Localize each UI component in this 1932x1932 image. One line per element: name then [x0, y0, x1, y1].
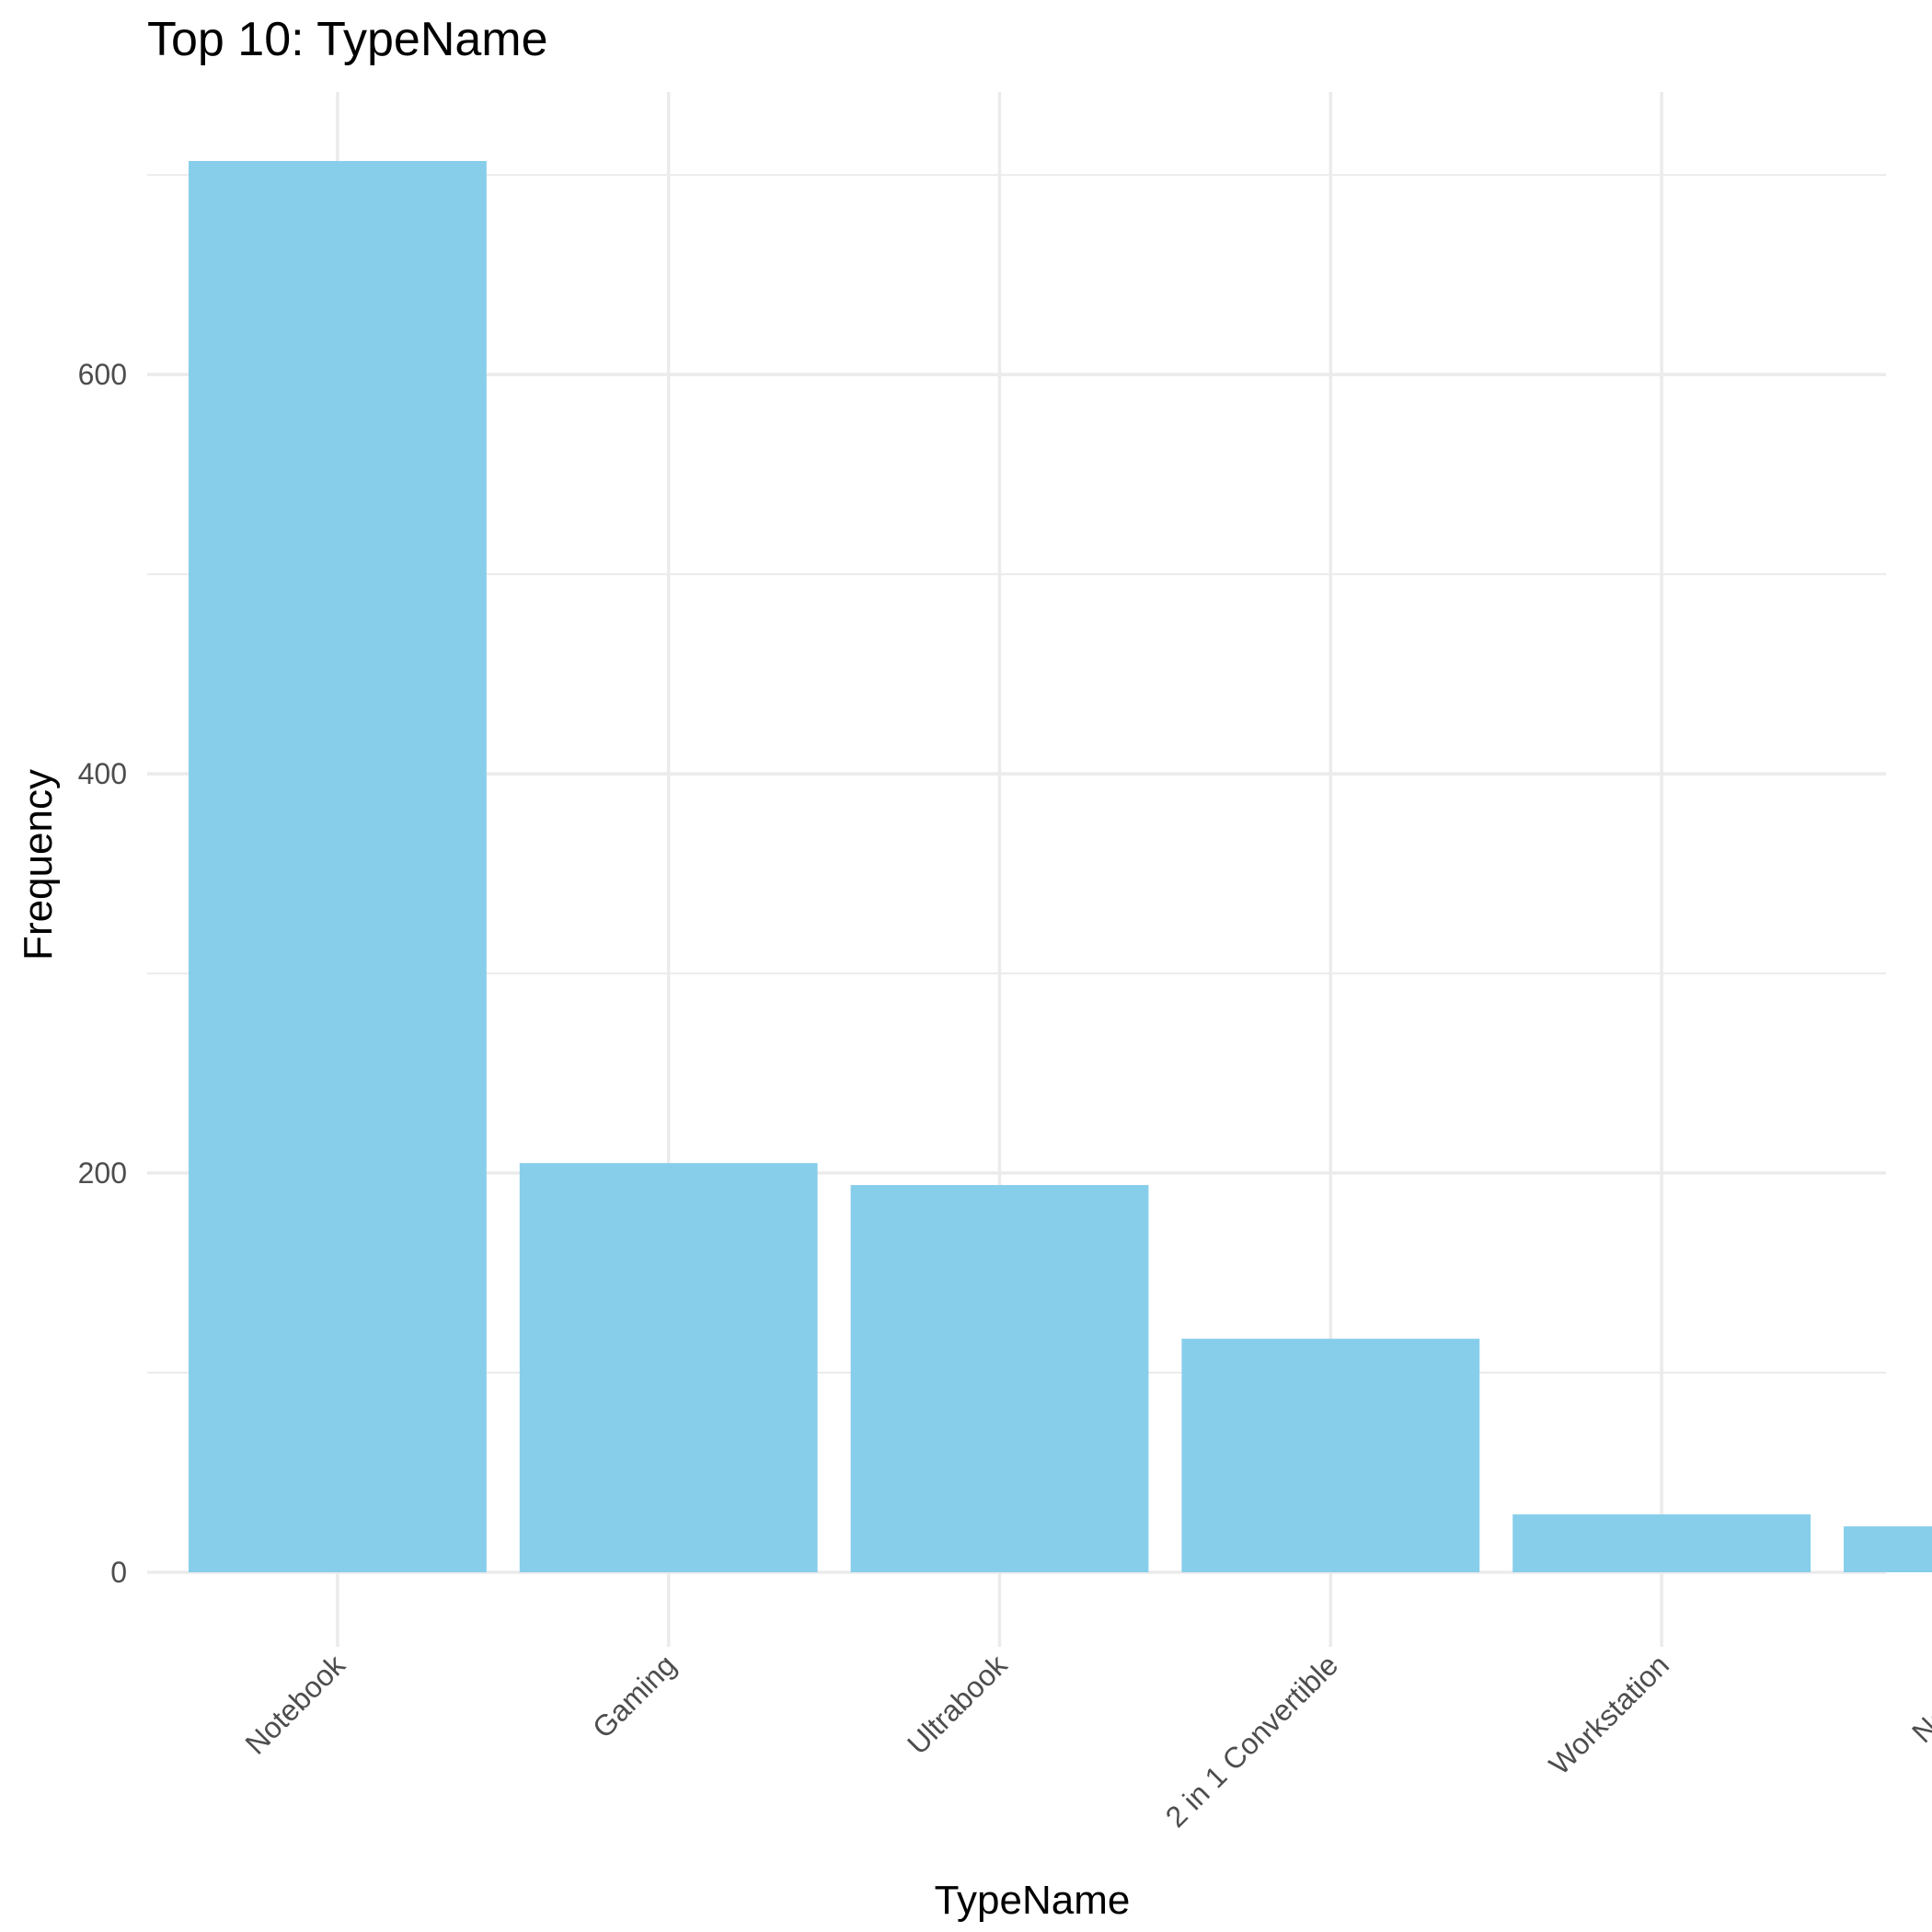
bar — [1844, 1526, 1932, 1572]
bar — [850, 1185, 1149, 1572]
y-tick-label: 200 — [78, 1156, 127, 1190]
bars — [189, 161, 1932, 1572]
y-axis-ticks: 0 200 400 600 — [78, 358, 127, 1589]
x-tick-label: Gaming — [586, 1648, 683, 1744]
bar — [519, 1163, 818, 1572]
y-tick-label: 600 — [78, 358, 127, 391]
x-axis-title: TypeName — [935, 1878, 1131, 1923]
x-axis-ticks: Notebook Gaming Ultrabook 2 in 1 Convertibl… — [239, 1648, 1932, 1834]
x-tick-label: Notebook — [239, 1648, 352, 1761]
y-axis-title: Frequency — [16, 769, 61, 960]
y-tick-label: 400 — [78, 757, 127, 790]
x-tick-label: Netbook — [1905, 1648, 1932, 1749]
bar — [1512, 1514, 1811, 1572]
chart-title: Top 10: TypeName — [147, 13, 548, 66]
x-tick-label: Ultrabook — [901, 1648, 1014, 1761]
x-tick-label: 2 in 1 Convertible — [1159, 1648, 1345, 1834]
bar — [189, 161, 487, 1572]
bar — [1181, 1339, 1480, 1572]
y-tick-label: 0 — [110, 1556, 127, 1589]
x-tick-label: Workstation — [1543, 1648, 1676, 1781]
